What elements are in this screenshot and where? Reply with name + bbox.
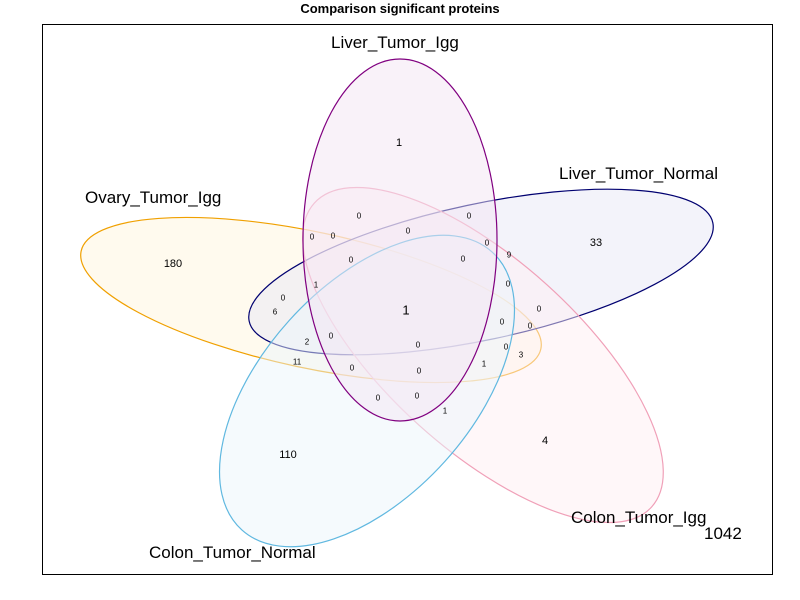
count-region: 0 bbox=[331, 232, 336, 241]
count-region: 0 bbox=[350, 364, 355, 373]
count-region: 0 bbox=[417, 367, 422, 376]
set-label-ovary: Ovary_Tumor_Igg bbox=[85, 188, 221, 207]
count-region: 0 bbox=[281, 294, 286, 303]
count-region: 0 bbox=[349, 256, 354, 265]
count-region: 6 bbox=[273, 308, 278, 317]
count-region: 0 bbox=[376, 394, 381, 403]
outside-count: 1042 bbox=[704, 524, 742, 543]
set-label-liver-normal: Liver_Tumor_Normal bbox=[559, 164, 718, 183]
count-region: 0 bbox=[467, 212, 472, 221]
count-region: 11 bbox=[293, 358, 302, 367]
count-region: 1 bbox=[314, 281, 319, 290]
count-colon-igg-only: 4 bbox=[542, 435, 548, 447]
count-region: 1 bbox=[482, 360, 487, 369]
count-region: 0 bbox=[500, 318, 505, 327]
set-label-liver-igg: Liver_Tumor_Igg bbox=[331, 33, 459, 52]
count-region: 0 bbox=[504, 343, 509, 352]
count-region: 9 bbox=[507, 251, 512, 260]
count-region: 0 bbox=[415, 392, 420, 401]
count-region: 2 bbox=[305, 338, 310, 347]
count-ovary-only: 180 bbox=[164, 258, 182, 270]
count-colon-normal-only: 110 bbox=[279, 449, 297, 461]
count-region: 0 bbox=[461, 255, 466, 264]
count-all-five: 1 bbox=[402, 303, 409, 318]
count-region: 1 bbox=[443, 407, 448, 416]
count-region: 0 bbox=[537, 305, 542, 314]
set-label-colon-normal: Colon_Tumor_Normal bbox=[149, 543, 316, 562]
diagram-title: Comparison significant proteins bbox=[300, 1, 500, 16]
count-region: 3 bbox=[519, 351, 524, 360]
set-ellipse-liver-igg bbox=[302, 58, 498, 422]
count-region: 0 bbox=[310, 233, 315, 242]
count-region: 0 bbox=[406, 227, 411, 236]
count-region: 0 bbox=[506, 280, 511, 289]
count-liver-normal-only: 33 bbox=[590, 237, 602, 249]
set-label-colon-igg: Colon_Tumor_Igg bbox=[571, 508, 706, 527]
count-region: 0 bbox=[416, 341, 421, 350]
count-region: 0 bbox=[329, 332, 334, 341]
plot-frame bbox=[42, 24, 773, 575]
count-region: 0 bbox=[357, 212, 362, 221]
count-region: 0 bbox=[528, 322, 533, 331]
count-region: 0 bbox=[485, 239, 490, 248]
count-liver-igg-only: 1 bbox=[396, 137, 402, 149]
